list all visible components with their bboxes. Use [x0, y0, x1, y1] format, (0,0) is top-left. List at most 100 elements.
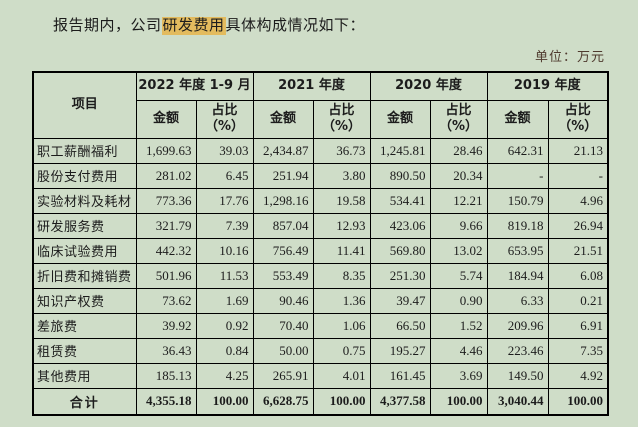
value-cell: 7.35 — [547, 337, 609, 364]
value-cell: 0.75 — [312, 337, 371, 364]
column-header-period-2019: 2019 年度 — [486, 71, 609, 101]
value-cell: 20.34 — [429, 162, 488, 189]
total-value-cell: 100.00 — [195, 387, 254, 416]
value-cell: 6.33 — [486, 287, 549, 314]
table-row: 研发服务费 321.79 7.39 857.04 12.93 423.06 9.66 819.… — [32, 212, 609, 239]
value-cell: 265.91 — [252, 362, 314, 389]
value-cell: 6.45 — [195, 162, 254, 189]
value-cell: 501.96 — [135, 262, 197, 289]
value-cell: 251.30 — [369, 262, 431, 289]
table-row: 股份支付费用 281.02 6.45 251.94 3.80 890.50 20.34- - — [32, 162, 609, 189]
value-cell: 149.50 — [486, 362, 549, 389]
value-cell: 0.84 — [195, 337, 254, 364]
unit-label: 单位：万元 — [534, 49, 605, 64]
value-cell: 36.43 — [135, 337, 197, 364]
table-row: 租赁费 36.43 0.84 50.00 0.75 195.27 4.46 223.46 7.3… — [32, 337, 609, 364]
value-cell: 442.32 — [135, 237, 197, 264]
value-cell: 185.13 — [135, 362, 197, 389]
value-cell: 0.92 — [195, 312, 254, 339]
value-cell: 773.36 — [135, 187, 197, 214]
value-cell: 39.92 — [135, 312, 197, 339]
value-cell: 281.02 — [135, 162, 197, 189]
value-cell: 21.51 — [547, 237, 609, 264]
value-cell: 857.04 — [252, 212, 314, 239]
value-cell: 819.18 — [486, 212, 549, 239]
value-cell: 3.69 — [429, 362, 488, 389]
row-label: 研发服务费 — [32, 212, 137, 239]
value-cell: 161.45 — [369, 362, 431, 389]
value-cell: 73.62 — [135, 287, 197, 314]
value-cell: 28.46 — [429, 137, 488, 164]
value-cell: 39.47 — [369, 287, 431, 314]
rd-expense-table: 项目 2022 年度 1-9 月 2021 年度 2020 年度 2019 年度… — [32, 71, 609, 416]
table-row: 实验材料及耗材 773.36 17.76 1,298.16 19.58 534.41 12.… — [32, 187, 609, 214]
table-row: 折旧费和摊销费 501.96 11.53 553.49 8.35 251.30 5.74 18… — [32, 262, 609, 289]
row-label: 实验材料及耗材 — [32, 187, 137, 214]
value-cell: 26.94 — [547, 212, 609, 239]
subheader-ratio: 占比（%） — [195, 99, 254, 139]
value-cell: 1.69 — [195, 287, 254, 314]
table-row: 其他费用 185.13 4.25 265.91 4.01 161.45 3.69 149.50… — [32, 362, 609, 389]
value-cell: 21.13 — [547, 137, 609, 164]
column-header-period-2021: 2021 年度 — [252, 71, 371, 101]
value-cell: 1.52 — [429, 312, 488, 339]
row-label: 临床试验费用 — [32, 237, 137, 264]
value-cell: 569.80 — [369, 237, 431, 264]
subheader-amount: 金额 — [486, 99, 549, 139]
row-label: 其他费用 — [32, 362, 137, 389]
total-value-cell: 100.00 — [312, 387, 371, 416]
value-cell: 0.90 — [429, 287, 488, 314]
value-cell: 19.58 — [312, 187, 371, 214]
intro-text-prefix: 报告期内，公司 — [53, 18, 162, 34]
subheader-amount: 金额 — [252, 99, 314, 139]
table-row: 差旅费 39.92 0.92 70.40 1.06 66.50 1.52 209.96 6.91 — [32, 312, 609, 339]
value-cell: 321.79 — [135, 212, 197, 239]
value-cell: 90.46 — [252, 287, 314, 314]
value-cell: 642.31 — [486, 137, 549, 164]
value-cell: 1,245.81 — [369, 137, 431, 164]
value-cell: 890.50 — [369, 162, 431, 189]
value-cell: 8.35 — [312, 262, 371, 289]
value-cell: 1.06 — [312, 312, 371, 339]
subheader-ratio: 占比（%） — [429, 99, 488, 139]
header-row-subcolumns: 金额 占比（%） 金额 占比（%） 金额 占比（%） 金额 占比（%） — [33, 99, 609, 139]
value-cell: 4.96 — [547, 187, 609, 214]
table-total-row: 合计 4,355.18 100.00 6,628.75 100.00 4,377… — [32, 387, 609, 416]
total-value-cell: 100.00 — [547, 387, 609, 416]
value-cell: 10.16 — [195, 237, 254, 264]
value-cell: 9.66 — [429, 212, 488, 239]
value-cell: - — [486, 162, 549, 189]
subheader-amount: 金额 — [369, 99, 431, 139]
value-cell: 1,298.16 — [252, 187, 314, 214]
value-cell: 3.80 — [312, 162, 371, 189]
column-header-period-2022: 2022 年度 1-9 月 — [135, 71, 254, 101]
subheader-ratio: 占比（%） — [547, 99, 609, 139]
table-row: 职工薪酬福利 1,699.63 39.03 2,434.87 36.73 1,245.81… — [32, 137, 609, 164]
value-cell: 4.25 — [195, 362, 254, 389]
header-row-periods: 项目 2022 年度 1-9 月 2021 年度 2020 年度 2019 年度 — [32, 71, 609, 139]
value-cell: 5.74 — [429, 262, 488, 289]
value-cell: 209.96 — [486, 312, 549, 339]
value-cell: 553.49 — [252, 262, 314, 289]
value-cell: 184.94 — [486, 262, 549, 289]
column-header-period-2020: 2020 年度 — [369, 71, 488, 101]
total-value-cell: 100.00 — [429, 387, 488, 416]
value-cell: 1.36 — [312, 287, 371, 314]
row-label: 股份支付费用 — [32, 162, 137, 189]
value-cell: 4.46 — [429, 337, 488, 364]
total-value-cell: 4,377.58 — [369, 387, 431, 416]
value-cell: 12.93 — [312, 212, 371, 239]
value-cell: 11.53 — [195, 262, 254, 289]
value-cell: 66.50 — [369, 312, 431, 339]
value-cell: 150.79 — [486, 187, 549, 214]
row-label: 知识产权费 — [32, 287, 137, 314]
value-cell: 6.91 — [547, 312, 609, 339]
row-label: 折旧费和摊销费 — [32, 262, 137, 289]
value-cell: 195.27 — [369, 337, 431, 364]
total-value-cell: 3,040.44 — [486, 387, 549, 416]
value-cell: 4.92 — [547, 362, 609, 389]
value-cell: 11.41 — [312, 237, 371, 264]
highlighted-term: 研发费用 — [161, 17, 226, 35]
value-cell: 7.39 — [195, 212, 254, 239]
value-cell: 653.95 — [486, 237, 549, 264]
